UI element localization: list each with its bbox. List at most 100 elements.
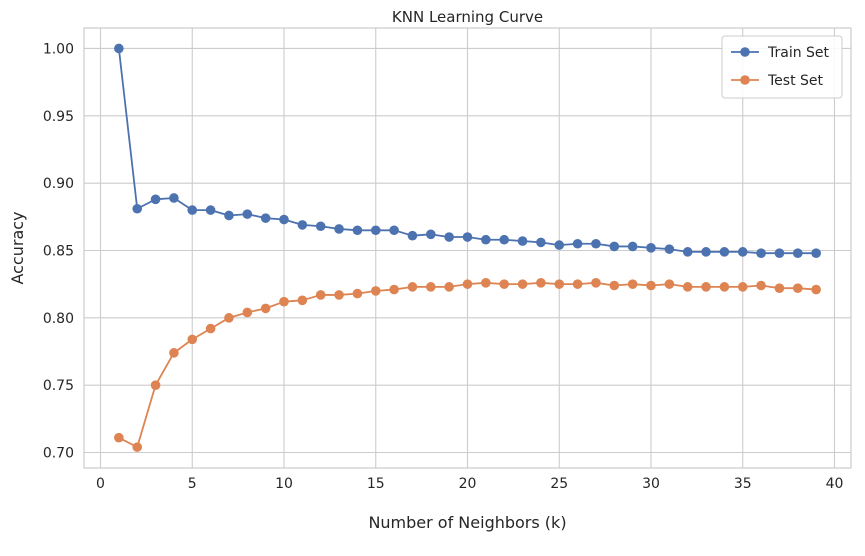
data-point-test-set (352, 288, 363, 299)
x-tick-label: 20 (459, 476, 477, 492)
y-axis-title: Accuracy (8, 211, 27, 284)
x-tick-label: 5 (188, 476, 197, 492)
plot-frame (83, 27, 852, 469)
data-point-train-set (756, 248, 766, 258)
x-tick-label: 35 (734, 476, 752, 492)
data-point-train-set (242, 209, 253, 219)
data-point-train-set (426, 229, 436, 240)
data-point-train-set (737, 247, 748, 257)
data-point-test-set (242, 307, 253, 318)
data-point-test-set (260, 303, 271, 314)
legend-marker-train (740, 47, 750, 57)
data-point-train-set (481, 234, 491, 245)
data-point-test-set (737, 282, 748, 292)
data-point-train-set (150, 194, 161, 205)
data-point-test-set (517, 279, 528, 289)
series-test-set (114, 278, 821, 452)
data-point-train-set (114, 43, 124, 54)
data-point-train-set (811, 248, 821, 258)
y-tick-label: 0.90 (43, 176, 74, 192)
data-point-test-set (554, 279, 565, 289)
data-point-test-set (315, 290, 326, 300)
x-tick-label: 25 (550, 476, 568, 492)
legend-marker-test (740, 75, 750, 85)
data-point-train-set (627, 241, 638, 252)
data-point-test-set (205, 323, 216, 334)
data-point-test-set (609, 280, 620, 291)
data-point-test-set (169, 348, 179, 358)
data-point-train-set (169, 193, 179, 203)
data-point-train-set (536, 237, 546, 248)
data-point-train-set (701, 247, 711, 257)
y-tick-label: 0.95 (43, 109, 74, 125)
data-point-train-set (260, 213, 271, 223)
tick-labels: 0 5 10 15 20 25 30 35 40 0.70 0.75 0.80 0.85 0.90 0.95… (43, 41, 844, 492)
data-point-test-set (462, 279, 473, 289)
data-point-test-set (682, 282, 693, 292)
data-point-train-set (646, 242, 656, 253)
data-point-test-set (774, 283, 785, 294)
data-point-test-set (646, 280, 656, 291)
data-point-test-set (701, 282, 711, 292)
data-point-train-set (719, 247, 730, 257)
data-point-test-set (444, 282, 454, 292)
data-point-test-set (792, 283, 803, 294)
data-point-test-set (719, 282, 730, 292)
data-point-test-set (811, 284, 821, 295)
data-point-test-set (499, 279, 509, 289)
grid-lines (84, 28, 851, 468)
data-point-test-set (150, 380, 161, 390)
data-point-train-set (407, 230, 418, 241)
data-point-test-set (370, 286, 381, 296)
data-point-test-set (297, 295, 308, 306)
series-train-set (114, 43, 821, 258)
data-point-train-set (205, 205, 216, 215)
x-tick-label: 0 (96, 476, 105, 492)
data-point-train-set (774, 248, 785, 258)
data-point-test-set (334, 290, 344, 300)
data-point-test-set (187, 334, 198, 345)
data-point-train-set (132, 203, 143, 214)
data-point-train-set (572, 238, 583, 249)
y-tick-label: 0.75 (43, 378, 74, 394)
data-point-train-set (279, 214, 289, 225)
data-point-train-set (591, 238, 601, 249)
y-tick-label: 1.00 (43, 41, 74, 57)
data-point-train-set (370, 225, 381, 236)
x-tick-label: 30 (642, 476, 660, 492)
legend: Train Set Test Set (721, 35, 843, 99)
data-point-train-set (389, 225, 399, 236)
data-point-test-set (114, 432, 124, 443)
x-tick-label: 40 (826, 476, 844, 492)
data-point-train-set (334, 224, 344, 234)
data-point-test-set (536, 278, 546, 288)
data-point-test-set (481, 278, 491, 288)
data-point-train-set (224, 210, 234, 221)
data-point-train-set (462, 232, 473, 242)
data-point-train-set (315, 221, 326, 232)
data-point-train-set (444, 232, 454, 242)
series-lines (114, 43, 821, 452)
data-point-train-set (187, 205, 198, 215)
data-point-train-set (297, 220, 308, 230)
data-point-train-set (499, 234, 509, 245)
y-tick-label: 0.85 (43, 243, 74, 259)
data-point-test-set (591, 278, 601, 288)
data-point-test-set (132, 442, 143, 452)
data-point-train-set (517, 236, 528, 246)
data-point-test-set (572, 279, 583, 289)
chart-title: KNN Learning Curve (392, 8, 543, 26)
data-point-train-set (664, 244, 675, 254)
data-point-test-set (664, 279, 675, 289)
y-tick-label: 0.80 (43, 311, 74, 327)
legend-label-train: Train Set (767, 45, 830, 61)
data-point-train-set (554, 240, 565, 250)
data-point-train-set (792, 248, 803, 258)
data-point-test-set (756, 280, 766, 291)
data-point-test-set (426, 282, 436, 292)
data-point-test-set (279, 296, 289, 307)
data-point-train-set (609, 241, 620, 252)
data-point-test-set (627, 279, 638, 289)
